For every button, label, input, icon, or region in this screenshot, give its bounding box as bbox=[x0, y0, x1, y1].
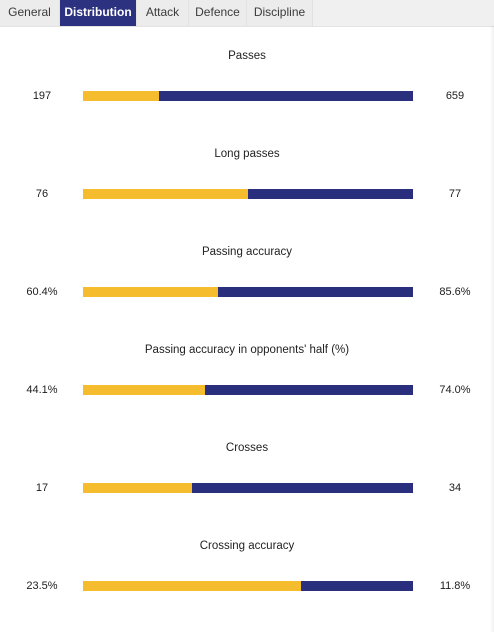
comparison-bar bbox=[83, 287, 413, 297]
comparison-bar bbox=[83, 385, 413, 395]
stat-title: Crossing accuracy bbox=[199, 540, 295, 552]
home-bar-fill bbox=[83, 483, 192, 493]
comparison-bar bbox=[83, 189, 413, 199]
tab-attack[interactable]: Attack bbox=[137, 0, 189, 26]
away-value: 77 bbox=[448, 188, 462, 200]
stats-tab-bar: General Distribution Attack Defence Disc… bbox=[0, 0, 494, 27]
comparison-bar bbox=[83, 91, 413, 101]
home-value: 60.4% bbox=[26, 286, 58, 298]
stat-title: Long passes bbox=[214, 148, 280, 160]
tab-defence[interactable]: Defence bbox=[189, 0, 247, 26]
stat-row-crossing-accuracy: Crossing accuracy 23.5% 11.8% bbox=[0, 540, 494, 610]
away-value: 659 bbox=[445, 90, 465, 102]
away-value: 34 bbox=[448, 482, 462, 494]
tab-general[interactable]: General bbox=[0, 0, 60, 26]
stat-title: Crosses bbox=[225, 442, 269, 454]
stat-row-passing-accuracy-opponents-half: Passing accuracy in opponents' half (%) … bbox=[0, 344, 494, 414]
stat-row-long-passes: Long passes 76 77 bbox=[0, 148, 494, 218]
home-value: 197 bbox=[32, 90, 52, 102]
away-value: 74.0% bbox=[439, 384, 471, 396]
away-value: 85.6% bbox=[439, 286, 471, 298]
away-value: 11.8% bbox=[439, 580, 471, 592]
home-bar-fill bbox=[83, 287, 219, 297]
home-bar-fill bbox=[83, 581, 301, 591]
home-bar-fill bbox=[83, 385, 206, 395]
page-edge-shadow bbox=[490, 26, 494, 632]
home-bar-fill bbox=[83, 91, 159, 101]
stat-title: Passes bbox=[228, 50, 266, 62]
comparison-bar bbox=[83, 483, 413, 493]
stat-title: Passing accuracy bbox=[201, 246, 293, 258]
stat-title: Passing accuracy in opponents' half (%) bbox=[144, 344, 350, 356]
home-value: 17 bbox=[35, 482, 49, 494]
stat-row-passing-accuracy: Passing accuracy 60.4% 85.6% bbox=[0, 246, 494, 316]
home-bar-fill bbox=[83, 189, 248, 199]
home-value: 44.1% bbox=[26, 384, 58, 396]
home-value: 76 bbox=[35, 188, 49, 200]
tab-discipline[interactable]: Discipline bbox=[247, 0, 313, 26]
tab-distribution[interactable]: Distribution bbox=[60, 0, 137, 26]
home-value: 23.5% bbox=[26, 580, 58, 592]
stat-row-passes: Passes 197 659 bbox=[0, 50, 494, 120]
stat-row-crosses: Crosses 17 34 bbox=[0, 442, 494, 512]
comparison-bar bbox=[83, 581, 413, 591]
